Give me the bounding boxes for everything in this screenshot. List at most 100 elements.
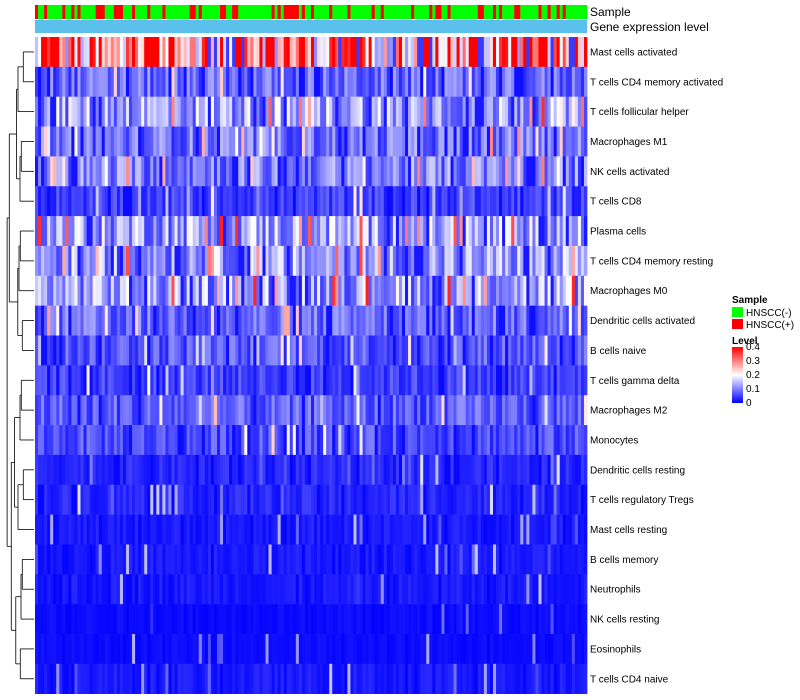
heatmap-cell	[468, 425, 473, 456]
heatmap-cell	[468, 156, 473, 187]
heatmap-cell	[186, 305, 191, 336]
heatmap-cell	[529, 275, 533, 306]
heatmap-cell	[122, 425, 127, 456]
heatmap-cell	[526, 156, 530, 187]
heatmap-cell	[477, 634, 482, 665]
heatmap-cell	[435, 544, 439, 575]
heatmap-cell	[168, 574, 172, 605]
heatmap-cell	[59, 454, 63, 486]
heatmap-cell	[474, 395, 479, 426]
heatmap-cell	[562, 514, 567, 545]
heatmap-cell	[474, 484, 479, 515]
heatmap-cell	[538, 156, 542, 187]
heatmap-cell	[223, 574, 227, 605]
heatmap-cell	[271, 335, 275, 366]
heatmap-cell	[238, 395, 242, 426]
heatmap-cell	[159, 425, 163, 456]
heatmap-cell	[453, 156, 457, 187]
heatmap-cell	[204, 275, 209, 306]
heatmap-cell	[523, 365, 527, 396]
heatmap-cell	[189, 484, 194, 515]
heatmap-cell	[474, 186, 479, 217]
heatmap-cell	[550, 305, 554, 336]
heatmap-cell	[311, 275, 315, 306]
heatmap-cell	[541, 395, 545, 426]
heatmap-cell	[74, 604, 78, 635]
heatmap-cell	[95, 66, 100, 97]
heatmap-cell	[129, 216, 133, 247]
heatmap-cell	[432, 425, 436, 456]
heatmap-cell	[304, 395, 309, 426]
heatmap-cell	[556, 574, 561, 605]
heatmap-cell	[489, 275, 494, 306]
heatmap-cell	[144, 454, 148, 486]
heatmap-cell	[489, 514, 494, 545]
heatmap-cell	[465, 604, 470, 635]
sample-cell	[47, 5, 51, 19]
heatmap-cell	[104, 454, 109, 486]
heatmap-cell	[122, 335, 127, 366]
heatmap-cell	[486, 186, 491, 217]
heatmap-cell	[86, 574, 90, 605]
heatmap-cell	[574, 156, 579, 187]
heatmap-cell	[153, 96, 157, 127]
heatmap-cell	[441, 663, 445, 694]
sample-cell	[553, 5, 558, 19]
heatmap-cell	[107, 365, 112, 396]
heatmap-cell	[320, 544, 324, 575]
heatmap-cell	[141, 574, 145, 605]
heatmap-cell	[201, 335, 206, 366]
heatmap-cell	[523, 634, 527, 665]
sample-cell	[110, 5, 115, 19]
heatmap-cell	[417, 574, 421, 605]
heatmap-cell	[241, 663, 245, 694]
heatmap-cell	[332, 37, 336, 68]
heatmap-cell	[426, 305, 430, 336]
heatmap-cell	[541, 425, 545, 456]
heatmap-cell	[195, 126, 200, 157]
heatmap-cell	[174, 574, 178, 605]
heatmap-cell	[129, 245, 133, 277]
heatmap-cell	[450, 365, 454, 396]
heatmap-cell	[441, 514, 445, 545]
heatmap-cell	[226, 186, 230, 217]
heatmap-cell	[389, 365, 394, 396]
heatmap-cell	[359, 514, 363, 545]
heatmap-cell	[408, 335, 412, 366]
heatmap-cell	[223, 484, 227, 515]
heatmap-cell	[165, 216, 169, 247]
heatmap-cell	[256, 484, 260, 515]
heatmap-cell	[119, 454, 124, 486]
heatmap-cell	[71, 663, 75, 694]
heatmap-cell	[371, 335, 376, 366]
sample-cell	[435, 5, 439, 19]
heatmap-cell	[371, 544, 376, 575]
heatmap-cell	[174, 156, 178, 187]
heatmap-cell	[262, 37, 266, 68]
heatmap-cell	[271, 126, 275, 157]
heatmap-cell	[398, 96, 403, 127]
heatmap-cell	[201, 96, 206, 127]
heatmap-cell	[301, 305, 306, 336]
heatmap-cell	[138, 544, 142, 575]
heatmap-cell	[480, 574, 485, 605]
heatmap-cell	[408, 365, 412, 396]
heatmap-cell	[453, 574, 457, 605]
heatmap-cell	[511, 663, 515, 694]
heatmap-cell	[317, 245, 321, 277]
heatmap-cell	[262, 186, 266, 217]
heatmap-cell	[253, 66, 257, 97]
heatmap-cell	[292, 96, 297, 127]
heatmap-cell	[380, 216, 385, 247]
heatmap-cell	[444, 335, 448, 366]
heatmap-cell	[386, 37, 391, 68]
heatmap-cell	[374, 37, 379, 68]
heatmap-cell	[95, 156, 100, 187]
heatmap-cell	[483, 275, 488, 306]
heatmap-cell	[356, 126, 360, 157]
heatmap-cell	[213, 245, 218, 277]
heatmap-cell	[441, 275, 445, 306]
heatmap-cell	[104, 335, 109, 366]
heatmap-cell	[253, 96, 257, 127]
heatmap-cell	[574, 634, 579, 665]
